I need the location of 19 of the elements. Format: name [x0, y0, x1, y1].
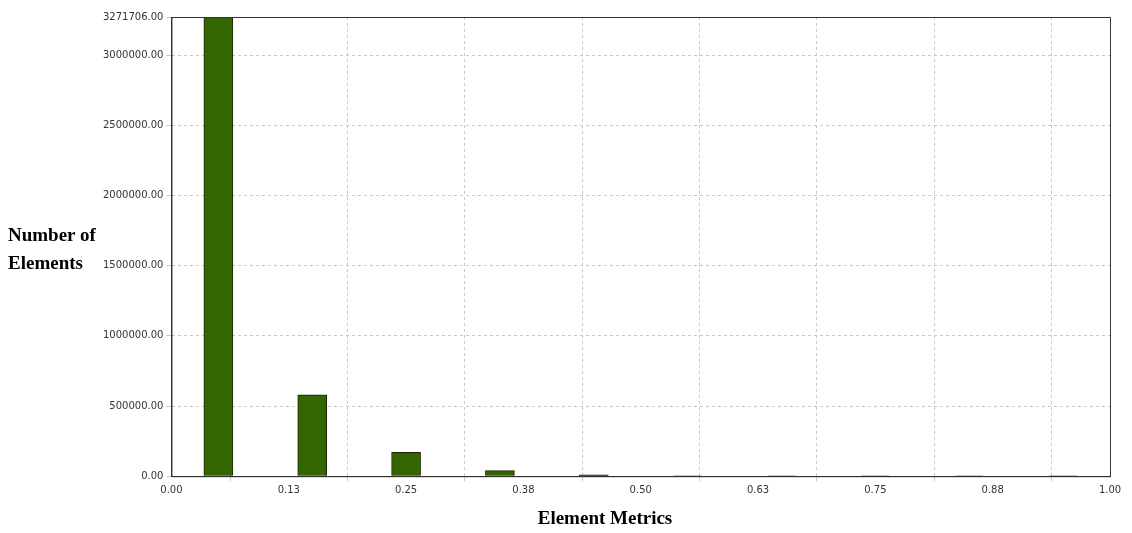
y-tick-label: 0.00: [141, 469, 164, 481]
y-tick-label: 3000000.00: [102, 48, 164, 60]
x-tick-label: 0.00: [160, 483, 183, 495]
x-tick-label: 0.75: [864, 483, 887, 495]
x-tick-label: 0.63: [746, 483, 770, 495]
x-axis-title: Element Metrics: [537, 506, 673, 528]
y-axis-title: Number of Elements: [8, 223, 97, 275]
y-tick-label: 2500000.00: [102, 118, 164, 130]
x-tick-label: 1.00: [1098, 483, 1122, 495]
y-tick-label: 2000000.00: [102, 189, 164, 201]
x-tick-label: 0.88: [981, 483, 1004, 495]
y-tick-label: 1500000.00: [102, 259, 164, 271]
y-tick-label: 3271706.00: [102, 10, 164, 22]
x-tick-label: 0.25: [394, 483, 418, 495]
y-tick-label: 1000000.00: [102, 329, 164, 341]
x-tick-label: 0.38: [512, 483, 535, 495]
x-tick-label: 0.50: [629, 483, 652, 495]
x-tick-label: 0.13: [277, 483, 300, 495]
y-tick-label: 500000.00: [109, 399, 164, 411]
